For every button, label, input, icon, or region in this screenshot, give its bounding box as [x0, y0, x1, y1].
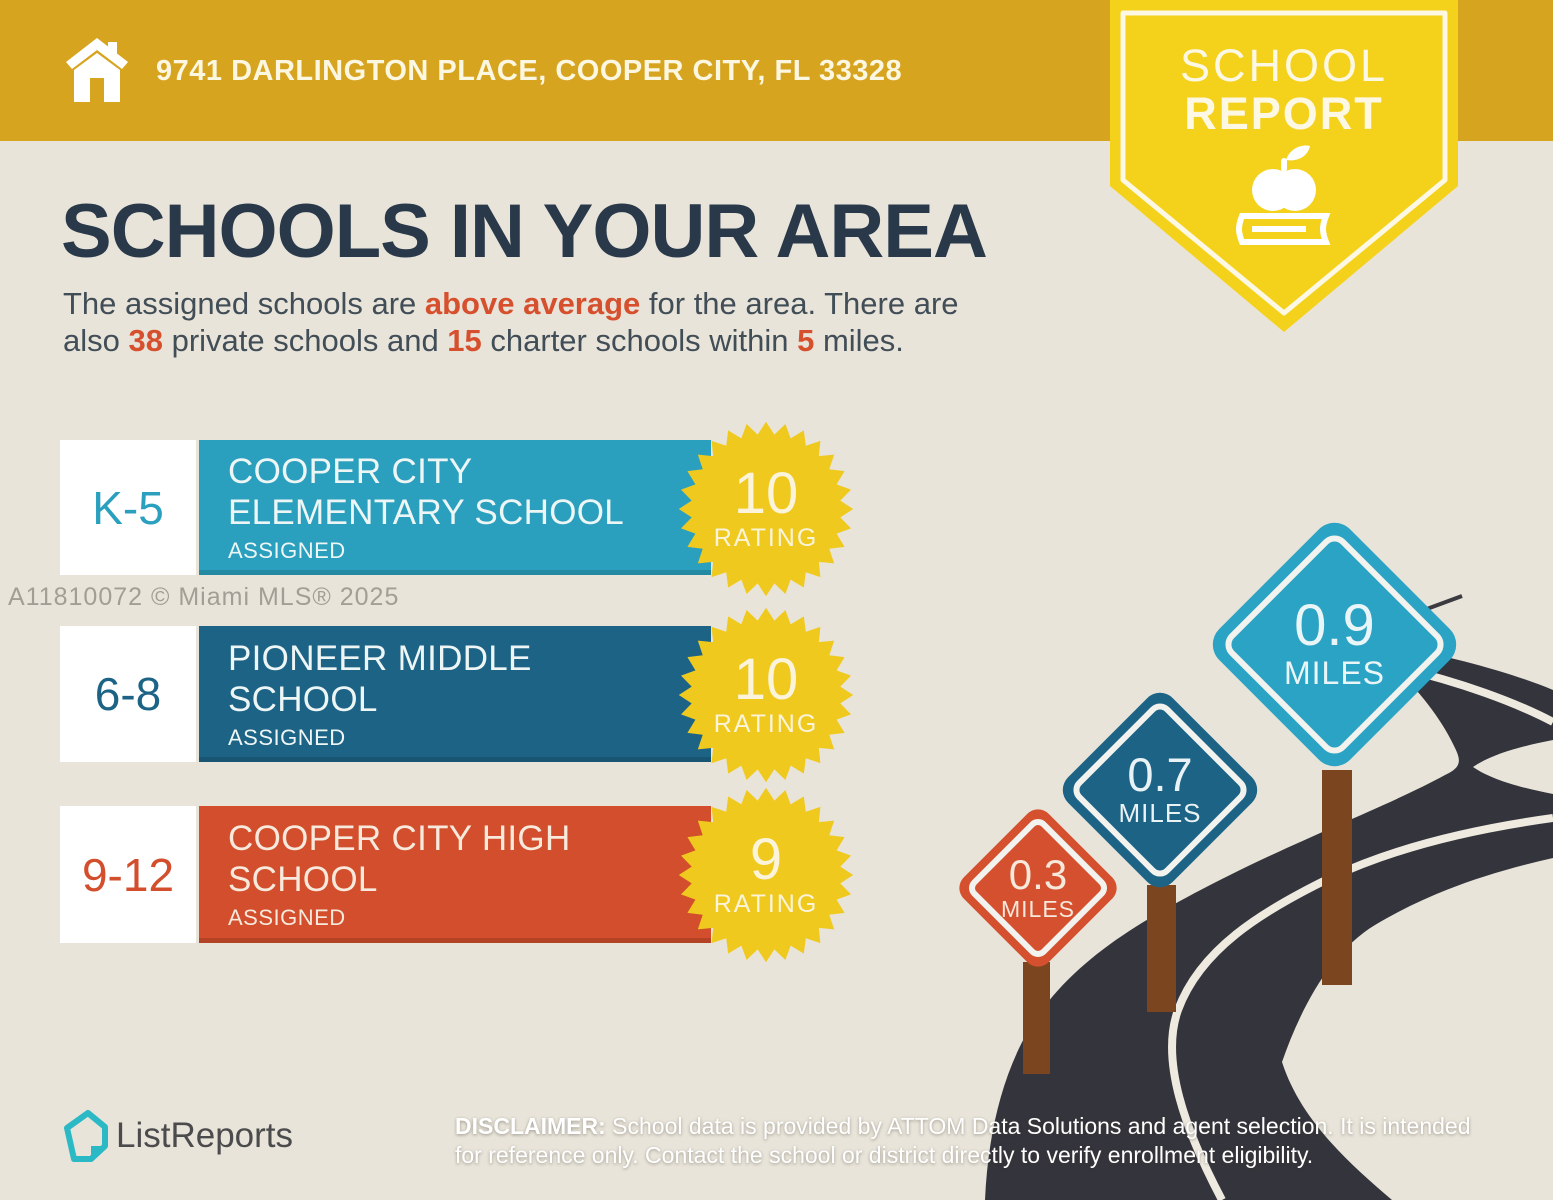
- road-centerline-main: [1168, 814, 1553, 1200]
- school-row-high: 9-12 COOPER CITY HIGH SCHOOL ASSIGNED 9 …: [0, 787, 1553, 963]
- assigned-badge: ASSIGNED: [228, 538, 346, 563]
- assigned-badge: ASSIGNED: [228, 905, 346, 930]
- rating-label: RATING: [713, 523, 819, 552]
- disclaimer: DISCLAIMER: School data is provided by A…: [455, 1112, 1475, 1170]
- apple-icon: [1252, 145, 1316, 211]
- grade-range-box: 6-8: [60, 626, 196, 762]
- page-title: SCHOOLS IN YOUR AREA: [61, 189, 988, 274]
- rating-burst: 10 RATING: [677, 420, 855, 598]
- school-name-line2: ELEMENTARY SCHOOL: [228, 493, 625, 532]
- disclaimer-label: DISCLAIMER:: [455, 1113, 606, 1139]
- school-report-ribbon: SCHOOL REPORT: [1110, 0, 1458, 332]
- road-graphic: [985, 594, 1553, 1200]
- rating-label: RATING: [713, 889, 819, 918]
- sign-post-03: [1023, 962, 1050, 1074]
- grade-range: K-5: [92, 481, 164, 534]
- rating-burst: 10 RATING: [677, 606, 855, 784]
- assigned-badge: ASSIGNED: [228, 724, 346, 750]
- count-private-schools: 38: [128, 323, 163, 358]
- count-miles: 5: [797, 323, 815, 358]
- ribbon-inner-outline: [1120, 10, 1448, 316]
- grade-range: 6-8: [94, 668, 162, 720]
- listreports-logo-icon: [64, 1110, 108, 1162]
- school-bar: COOPER CITY HIGH SCHOOL ASSIGNED: [199, 806, 711, 943]
- grade-range-box: 9-12: [60, 806, 196, 943]
- property-address: 9741 DARLINGTON PLACE, COOPER CITY, FL 3…: [156, 55, 903, 87]
- school-bar: COOPER CITY ELEMENTARY SCHOOL ASSIGNED: [199, 440, 711, 575]
- home-icon: [66, 38, 128, 102]
- rating-burst: 9 RATING: [677, 786, 855, 964]
- road-body: [985, 640, 1553, 1200]
- starburst-shape: [678, 787, 854, 963]
- starburst-shape: [678, 421, 854, 597]
- sign-post-09: [1322, 770, 1352, 985]
- grade-range-box: K-5: [60, 440, 196, 575]
- rating-value: 10: [733, 646, 799, 712]
- starburst-shape: [678, 607, 854, 783]
- school-name-line2: SCHOOL: [228, 860, 378, 899]
- rating-label: RATING: [713, 709, 819, 738]
- ribbon-line2: REPORT: [1184, 88, 1384, 139]
- grade-range: 9-12: [81, 848, 175, 901]
- school-row-middle: 6-8 PIONEER MIDDLE SCHOOL ASSIGNED 10 RA…: [0, 607, 1553, 783]
- rating-value: 9: [749, 826, 783, 892]
- intro-line2: also 38 private schools and 15 charter s…: [63, 323, 904, 358]
- book-icon: [1236, 213, 1331, 245]
- ribbon-line1: SCHOOL: [1179, 40, 1389, 91]
- intro-line1: The assigned schools are above average f…: [63, 286, 959, 321]
- school-row-elementary: K-5 COOPER CITY ELEMENTARY SCHOOL ASSIGN…: [0, 421, 1553, 597]
- intro-paragraph: The assigned schools are above average f…: [63, 285, 959, 359]
- school-name-line1: PIONEER MIDDLE: [228, 638, 532, 678]
- sign-post-07: [1147, 885, 1176, 1012]
- listreports-brand: ListReports: [116, 1116, 294, 1155]
- highlight-above-average: above average: [424, 286, 641, 321]
- school-name-line1: COOPER CITY: [228, 452, 473, 491]
- rating-value: 10: [733, 460, 799, 526]
- mls-watermark: A11810072 © Miami MLS® 2025: [8, 583, 400, 611]
- school-name-line2: SCHOOL: [228, 679, 378, 719]
- count-charter-schools: 15: [447, 323, 482, 358]
- disclaimer-line2: for reference only. Contact the school o…: [455, 1142, 1314, 1168]
- school-bar: PIONEER MIDDLE SCHOOL ASSIGNED: [199, 626, 711, 762]
- school-name-line1: COOPER CITY HIGH: [228, 819, 571, 858]
- disclaimer-line1: DISCLAIMER: School data is provided by A…: [455, 1113, 1471, 1139]
